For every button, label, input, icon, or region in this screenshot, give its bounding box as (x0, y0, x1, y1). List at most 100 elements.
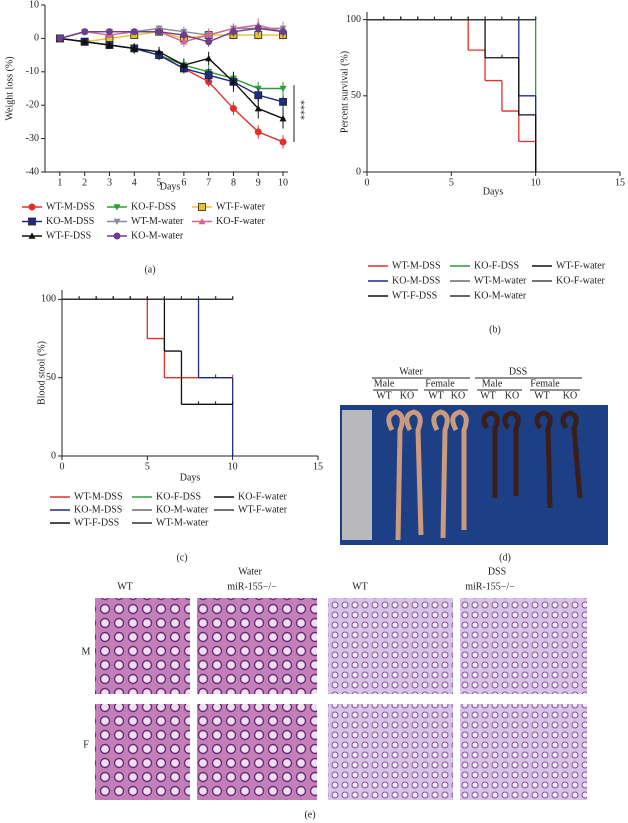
colon-photo (340, 405, 608, 545)
legend-label: KO-M-water (156, 504, 209, 515)
marker (254, 24, 262, 32)
legend-label: KO-F-DSS (156, 491, 201, 502)
x-tick-label: 2 (82, 177, 87, 188)
row-label: F (83, 739, 89, 750)
marker (254, 128, 262, 136)
y-tick-label: 50 (351, 90, 361, 101)
x-tick-label: 6 (181, 177, 186, 188)
marker (254, 91, 263, 100)
x-axis-label: Days (160, 181, 181, 192)
marker (113, 218, 121, 225)
x-tick-label: 15 (313, 461, 323, 472)
legend-label: KO-F-water (238, 491, 288, 502)
genotype-label: KO (563, 390, 577, 401)
y-axis-label: Percent survival (%) (339, 51, 350, 133)
marker (198, 203, 206, 211)
panel-label: (c) (176, 552, 187, 563)
marker (155, 28, 163, 36)
genotype-label: KO (505, 390, 519, 401)
legend-label: KO-F-DSS (131, 201, 176, 212)
legend-label: WT-F-DSS (74, 517, 119, 528)
genotype-label: WT (376, 390, 392, 401)
y-tick-label: 50 (46, 372, 56, 383)
legend-label: WT-M-water (131, 216, 184, 227)
x-tick-label: 10 (531, 177, 541, 188)
marker (205, 38, 213, 46)
y-tick-label: -10 (26, 66, 39, 77)
x-tick-label: 10 (278, 177, 288, 188)
marker (229, 105, 237, 113)
series-line (59, 37, 284, 120)
marker (28, 232, 36, 239)
series-line (59, 37, 284, 90)
treatment-label: Water (238, 566, 262, 577)
x-tick-label: 5 (449, 177, 454, 188)
marker (180, 38, 188, 45)
marker (155, 48, 163, 55)
y-tick-label: -40 (26, 166, 39, 177)
treatment-label: DSS (488, 566, 506, 577)
x-tick-label: 1 (57, 177, 62, 188)
genotype-label: WT (428, 390, 444, 401)
x-tick-label: 0 (60, 461, 65, 472)
sex-label: Male (374, 378, 395, 389)
x-axis-label: Days (483, 186, 504, 197)
x-tick-label: 10 (228, 461, 238, 472)
series-line (59, 24, 284, 43)
y-tick-label: 0 (34, 33, 39, 44)
marker (81, 28, 89, 36)
legend-label: WT-M-DSS (46, 201, 95, 212)
marker (81, 38, 89, 45)
marker (279, 85, 287, 92)
legend-label: KO-M-DSS (392, 275, 440, 286)
marker (205, 31, 213, 38)
y-axis-label: Blood stool (%) (36, 341, 47, 405)
genotype-label: KO (451, 390, 465, 401)
marker (279, 138, 287, 146)
marker (113, 232, 121, 240)
legend-label: WT-F-water (238, 504, 288, 515)
x-tick-label: 8 (231, 177, 236, 188)
series-line (59, 27, 284, 43)
genotype-label: WT (352, 581, 368, 592)
y-axis-label: Weight loss (%) (4, 56, 15, 120)
histology-images (95, 598, 587, 800)
sex-label: Male (482, 378, 503, 389)
legend-label: KO-M-DSS (46, 216, 94, 227)
y-tick-label: 10 (29, 0, 39, 10)
genotype-label: WT (117, 581, 133, 592)
marker (28, 203, 36, 211)
y-tick-label: -30 (26, 133, 39, 144)
legend-label: WT-F-DSS (392, 290, 437, 301)
legend-label: WT-M-water (156, 517, 209, 528)
genotype-label: WT (534, 390, 550, 401)
legend-label: KO-F-water (556, 275, 606, 286)
legend-label: WT-F-DSS (46, 230, 91, 241)
y-tick-label: -20 (26, 99, 39, 110)
marker (180, 61, 188, 68)
panel-label: (a) (144, 264, 155, 275)
marker (56, 34, 64, 42)
marker (204, 71, 213, 80)
legend-label: KO-F-DSS (474, 260, 519, 271)
genotype-label: WT (480, 390, 496, 401)
x-tick-label: 5 (145, 461, 150, 472)
marker (279, 28, 287, 36)
x-tick-label: 9 (256, 177, 261, 188)
marker (198, 218, 206, 225)
series-line (59, 31, 284, 43)
legend-label: WT-F-water (216, 201, 266, 212)
x-tick-label: 7 (206, 177, 211, 188)
genotype-label: KO (400, 390, 414, 401)
legend-label: WT-M-DSS (74, 491, 123, 502)
underlines (372, 377, 582, 391)
marker (205, 54, 213, 62)
legend-label: WT-M-DSS (392, 260, 441, 271)
x-tick-label: 4 (132, 177, 137, 188)
genotype-label: miR-155−/− (465, 581, 515, 592)
legend-label: KO-M-water (131, 230, 184, 241)
marker (105, 41, 113, 48)
row-label: M (82, 646, 91, 657)
x-tick-label: 0 (365, 177, 370, 188)
